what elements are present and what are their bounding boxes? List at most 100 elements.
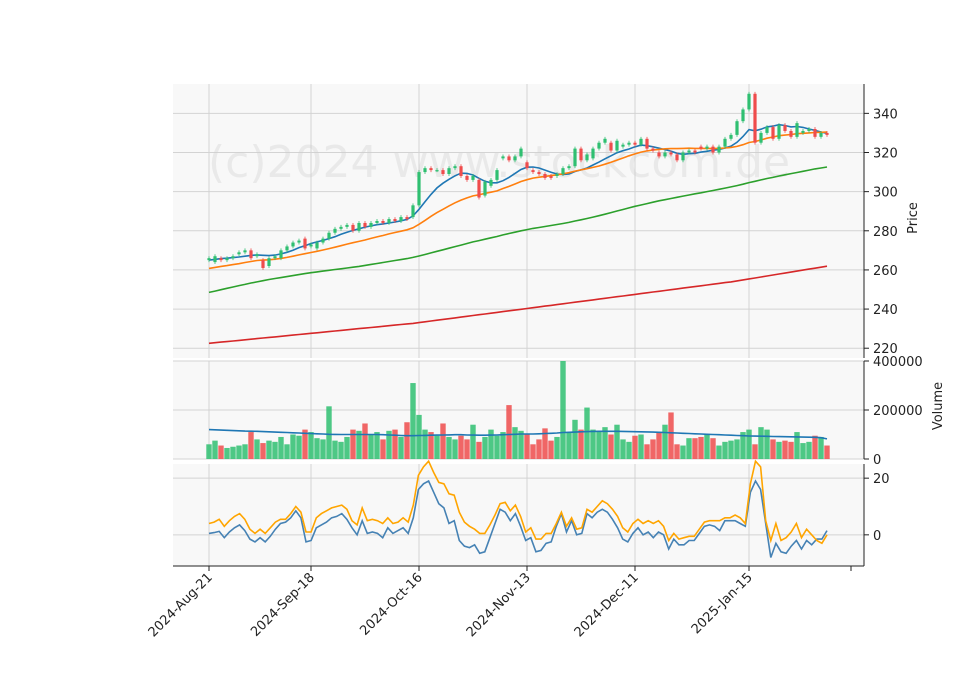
volume-bar	[818, 436, 824, 459]
candle-body	[309, 244, 313, 247]
x-tick-label: 2024-Aug-21	[146, 570, 216, 640]
candle-body	[447, 168, 451, 175]
candle-body	[249, 250, 253, 259]
volume-bar	[458, 435, 464, 459]
candle-body	[549, 175, 553, 178]
volume-bar	[722, 441, 728, 459]
candle-body	[489, 179, 493, 186]
volume-bar	[590, 429, 596, 459]
volume-bar	[620, 439, 626, 459]
volume-bar	[518, 430, 524, 459]
volume-bar	[500, 432, 506, 459]
volume-bar	[482, 436, 488, 459]
candle-body	[669, 152, 673, 155]
volume-bar	[326, 406, 332, 459]
panel-background	[173, 84, 864, 358]
volume-bar	[596, 430, 602, 459]
volume-bar	[734, 439, 740, 459]
volume-bar	[290, 434, 296, 459]
volume-bar	[398, 436, 404, 459]
volume-bar	[464, 439, 470, 459]
y-tick-label: 300	[873, 186, 898, 201]
volume-bar	[572, 419, 578, 459]
volume-bar	[530, 444, 536, 459]
y-tick-label: 400000	[873, 355, 923, 370]
volume-bar	[758, 427, 764, 459]
volume-bar	[494, 435, 500, 459]
volume-bar	[710, 438, 716, 459]
y-tick-label: 340	[873, 107, 898, 122]
x-tick-label: 2024-Oct-16	[357, 570, 425, 638]
candle-body	[519, 148, 523, 157]
y-tick-label: 220	[873, 342, 898, 357]
candle-body	[225, 258, 229, 261]
volume-bar	[236, 445, 242, 459]
moving-average-line	[208, 131, 828, 270]
candle-body	[651, 148, 655, 151]
volume-bar	[776, 441, 782, 459]
volume-bar	[440, 423, 446, 459]
volume-bar	[452, 439, 458, 459]
volume-bar	[656, 432, 662, 459]
oscillator-line	[208, 459, 828, 545]
candle-body	[795, 123, 799, 137]
candle-body	[399, 217, 403, 221]
volume-bar	[272, 441, 278, 459]
candle-body	[273, 256, 277, 259]
candle-body	[753, 93, 757, 143]
candle-body	[789, 130, 793, 137]
volume-bar	[434, 435, 440, 459]
volume-bar	[296, 435, 302, 459]
volume-bar	[800, 443, 806, 459]
volume-bar	[788, 441, 794, 459]
volume-bar	[332, 440, 338, 459]
candle-body	[219, 258, 223, 261]
volume-bar	[470, 424, 476, 459]
volume-bar	[404, 422, 410, 459]
volume-bar	[770, 439, 776, 459]
candle-body	[771, 127, 775, 139]
volume-bar	[506, 405, 512, 459]
candle-body	[555, 174, 559, 176]
candle-body	[207, 258, 211, 261]
candle-body	[615, 140, 619, 151]
volume-bar	[794, 432, 800, 459]
candle-body	[639, 138, 643, 145]
y-tick-label: 200000	[873, 404, 923, 419]
volume-bar	[812, 435, 818, 459]
candle-body	[801, 130, 805, 133]
volume-bar	[314, 438, 320, 459]
candle-body	[681, 152, 685, 161]
y-tick-label: 240	[873, 303, 898, 318]
volume-bar	[476, 441, 482, 459]
candle-body	[351, 224, 355, 231]
candle-body	[525, 162, 529, 169]
candle-body	[423, 168, 427, 173]
volume-bar	[224, 447, 230, 459]
volume-bar	[698, 436, 704, 459]
volume-bar	[692, 438, 698, 459]
candle-body	[561, 168, 565, 175]
volume-bar	[254, 439, 260, 459]
y-tick-label: 20	[873, 472, 890, 487]
candle-body	[645, 138, 649, 149]
candle-body	[663, 152, 667, 157]
y-tick-label: 0	[873, 529, 881, 544]
candle-body	[699, 146, 703, 149]
volume-bar	[362, 423, 368, 459]
moving-average-line	[208, 265, 828, 345]
candle-body	[381, 221, 385, 223]
volume-bar	[356, 430, 362, 459]
candle-body	[819, 132, 823, 137]
y-tick-label: 320	[873, 147, 898, 162]
volume-panel	[206, 361, 830, 459]
candle-body	[567, 166, 571, 169]
candle-body	[723, 138, 727, 147]
candle-body	[477, 179, 481, 198]
candle-body	[291, 242, 295, 247]
price-panel	[207, 91, 829, 345]
panel-background	[173, 464, 864, 566]
volume-bar	[650, 439, 656, 459]
volume-bar	[542, 428, 548, 459]
candle-body	[441, 170, 445, 175]
